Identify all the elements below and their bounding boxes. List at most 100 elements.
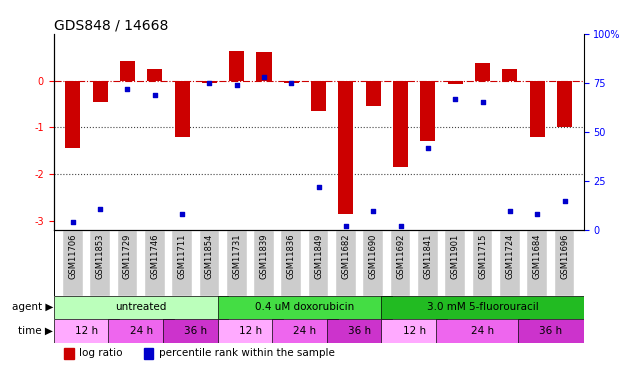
Bar <box>163 319 228 343</box>
Point <box>95 206 105 212</box>
Text: GSM11696: GSM11696 <box>560 234 569 279</box>
Point <box>505 207 515 213</box>
Bar <box>145 230 165 296</box>
Bar <box>418 230 438 296</box>
Bar <box>199 230 219 296</box>
Point <box>450 96 460 102</box>
Text: 3.0 mM 5-fluorouracil: 3.0 mM 5-fluorouracil <box>427 303 538 312</box>
Text: GSM11711: GSM11711 <box>177 234 187 279</box>
Text: 12 h: 12 h <box>75 326 98 336</box>
Point <box>259 74 269 80</box>
Point <box>560 198 570 204</box>
Bar <box>529 81 545 136</box>
Bar <box>311 81 326 111</box>
Bar <box>475 63 490 81</box>
Bar <box>175 81 189 136</box>
Text: GSM11836: GSM11836 <box>287 234 296 279</box>
Bar <box>500 230 520 296</box>
Bar <box>147 69 162 81</box>
Text: 24 h: 24 h <box>471 326 494 336</box>
Point <box>369 207 379 213</box>
Text: GSM11849: GSM11849 <box>314 234 323 279</box>
Bar <box>90 230 110 296</box>
Bar <box>382 319 447 343</box>
Bar <box>473 230 492 296</box>
Text: GSM11731: GSM11731 <box>232 234 241 279</box>
Bar <box>54 296 228 319</box>
Text: GSM11729: GSM11729 <box>123 234 132 279</box>
Text: 36 h: 36 h <box>348 326 371 336</box>
Bar <box>144 348 153 358</box>
Bar <box>555 230 574 296</box>
Text: GSM11684: GSM11684 <box>533 234 542 279</box>
Bar <box>448 81 463 84</box>
Text: 36 h: 36 h <box>184 326 207 336</box>
Point <box>396 223 406 229</box>
Bar <box>202 81 217 83</box>
Bar <box>557 81 572 127</box>
Point <box>177 211 187 217</box>
Point <box>232 82 242 88</box>
Point <box>150 92 160 98</box>
Text: GSM11853: GSM11853 <box>95 234 105 279</box>
Bar <box>272 319 338 343</box>
Point <box>122 86 133 92</box>
Point <box>423 145 433 151</box>
Bar <box>256 51 271 81</box>
Bar <box>338 81 353 214</box>
Text: GSM11715: GSM11715 <box>478 234 487 279</box>
Bar <box>363 230 383 296</box>
Point <box>286 80 297 86</box>
Bar <box>172 230 192 296</box>
Bar <box>227 230 247 296</box>
Bar <box>218 296 392 319</box>
Text: 24 h: 24 h <box>129 326 153 336</box>
Text: 12 h: 12 h <box>239 326 262 336</box>
Bar <box>281 230 301 296</box>
Bar <box>502 69 517 81</box>
Bar <box>327 319 392 343</box>
Bar <box>284 81 299 83</box>
Text: GSM11854: GSM11854 <box>205 234 214 279</box>
Bar <box>64 348 74 358</box>
Point <box>68 219 78 225</box>
Bar <box>393 81 408 167</box>
Bar <box>445 230 465 296</box>
Bar <box>229 51 244 81</box>
Point <box>532 211 542 217</box>
Bar <box>382 296 584 319</box>
Text: percentile rank within the sample: percentile rank within the sample <box>158 348 334 358</box>
Text: untreated: untreated <box>115 303 167 312</box>
Text: GSM11841: GSM11841 <box>423 234 432 279</box>
Text: 24 h: 24 h <box>293 326 317 336</box>
Bar <box>218 319 283 343</box>
Text: agent ▶: agent ▶ <box>12 303 53 312</box>
Bar <box>63 230 83 296</box>
Text: GSM11706: GSM11706 <box>68 234 77 279</box>
Text: 12 h: 12 h <box>403 326 426 336</box>
Bar <box>65 81 80 148</box>
Text: GSM11690: GSM11690 <box>369 234 378 279</box>
Bar <box>528 230 547 296</box>
Text: GSM11682: GSM11682 <box>341 234 350 279</box>
Bar <box>120 61 135 81</box>
Text: GSM11692: GSM11692 <box>396 234 405 279</box>
Bar <box>117 230 137 296</box>
Text: GSM11724: GSM11724 <box>505 234 514 279</box>
Bar <box>436 319 529 343</box>
Point <box>314 184 324 190</box>
Point <box>204 80 215 86</box>
Point <box>341 223 351 229</box>
Text: log ratio: log ratio <box>79 348 122 358</box>
Bar <box>93 81 108 102</box>
Bar <box>336 230 356 296</box>
Point <box>478 99 488 105</box>
Text: 36 h: 36 h <box>540 326 562 336</box>
Text: GDS848 / 14668: GDS848 / 14668 <box>54 19 168 33</box>
Text: time ▶: time ▶ <box>18 326 53 336</box>
Text: 0.4 uM doxorubicin: 0.4 uM doxorubicin <box>256 303 355 312</box>
Bar <box>518 319 584 343</box>
Bar <box>54 319 119 343</box>
Bar <box>109 319 174 343</box>
Text: GSM11746: GSM11746 <box>150 234 159 279</box>
